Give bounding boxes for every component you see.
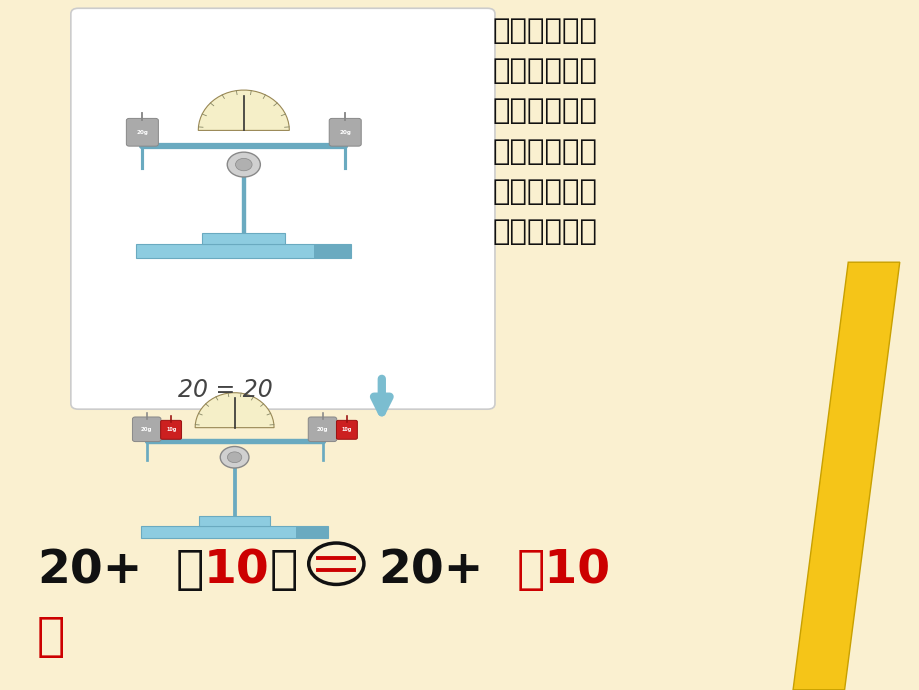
Text: （10: （10 bbox=[516, 548, 610, 593]
FancyBboxPatch shape bbox=[295, 526, 327, 538]
FancyBboxPatch shape bbox=[308, 417, 336, 442]
FancyBboxPatch shape bbox=[199, 516, 270, 526]
FancyBboxPatch shape bbox=[71, 8, 494, 409]
Text: 10g: 10g bbox=[341, 427, 352, 433]
FancyBboxPatch shape bbox=[336, 420, 357, 440]
FancyArrowPatch shape bbox=[374, 379, 389, 412]
Text: 10: 10 bbox=[203, 548, 269, 593]
Text: 20g: 20g bbox=[136, 130, 148, 135]
Text: 想一想：第二
个等式与第一
个等式相比，
发生了怎样的
变化？有什么
共同的地方？: 想一想：第二 个等式与第一 个等式相比， 发生了怎样的 变化？有什么 共同的地方… bbox=[492, 17, 596, 246]
Text: ）: ） bbox=[37, 615, 65, 660]
Text: 10g: 10g bbox=[165, 427, 176, 433]
Circle shape bbox=[227, 452, 242, 462]
Text: 20+: 20+ bbox=[379, 548, 483, 593]
FancyBboxPatch shape bbox=[329, 119, 361, 146]
Text: 20 = 20: 20 = 20 bbox=[178, 378, 272, 402]
Circle shape bbox=[235, 159, 252, 171]
FancyBboxPatch shape bbox=[161, 420, 181, 440]
Text: （: （ bbox=[175, 548, 203, 593]
FancyBboxPatch shape bbox=[314, 244, 351, 258]
Text: 20g: 20g bbox=[141, 427, 153, 432]
FancyBboxPatch shape bbox=[126, 119, 158, 146]
FancyBboxPatch shape bbox=[132, 417, 161, 442]
Circle shape bbox=[227, 152, 260, 177]
Text: 20g: 20g bbox=[316, 427, 328, 432]
FancyBboxPatch shape bbox=[142, 526, 327, 538]
FancyBboxPatch shape bbox=[136, 244, 351, 258]
Text: 20g: 20g bbox=[339, 130, 351, 135]
Text: ）: ） bbox=[269, 548, 298, 593]
Text: 20+: 20+ bbox=[37, 548, 142, 593]
Circle shape bbox=[220, 446, 249, 468]
Polygon shape bbox=[195, 393, 274, 428]
Polygon shape bbox=[792, 262, 899, 690]
Polygon shape bbox=[199, 90, 289, 130]
FancyBboxPatch shape bbox=[202, 233, 285, 244]
